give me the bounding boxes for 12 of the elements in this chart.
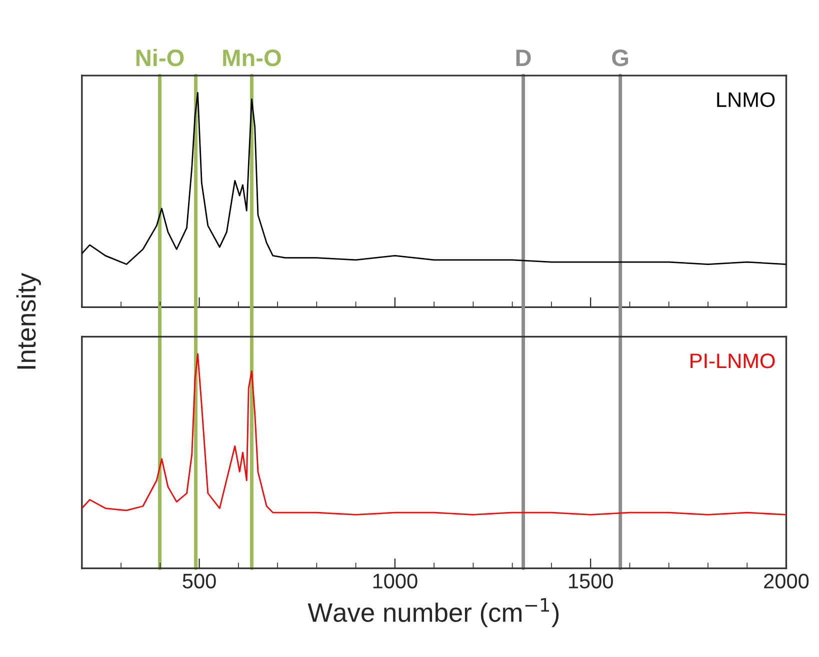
ref-line-label: G <box>612 50 628 66</box>
x-tick-label: 1500 <box>569 574 613 588</box>
x-tick-label: 1000 <box>373 574 418 588</box>
x-tick-label: 2000 <box>764 574 809 588</box>
x-tick-label: 500 <box>182 574 216 588</box>
y-axis-title: Intensity <box>16 272 41 369</box>
ref-line-label: Ni-O <box>136 48 184 66</box>
text: PI-LNMO <box>690 353 775 368</box>
text: LNMO <box>717 92 775 108</box>
ref-line-label: Mn-O <box>223 50 281 66</box>
ref-line-label: D <box>516 50 531 66</box>
x-axis-title: Wave number (cm$^{−1}$) <box>308 598 559 628</box>
